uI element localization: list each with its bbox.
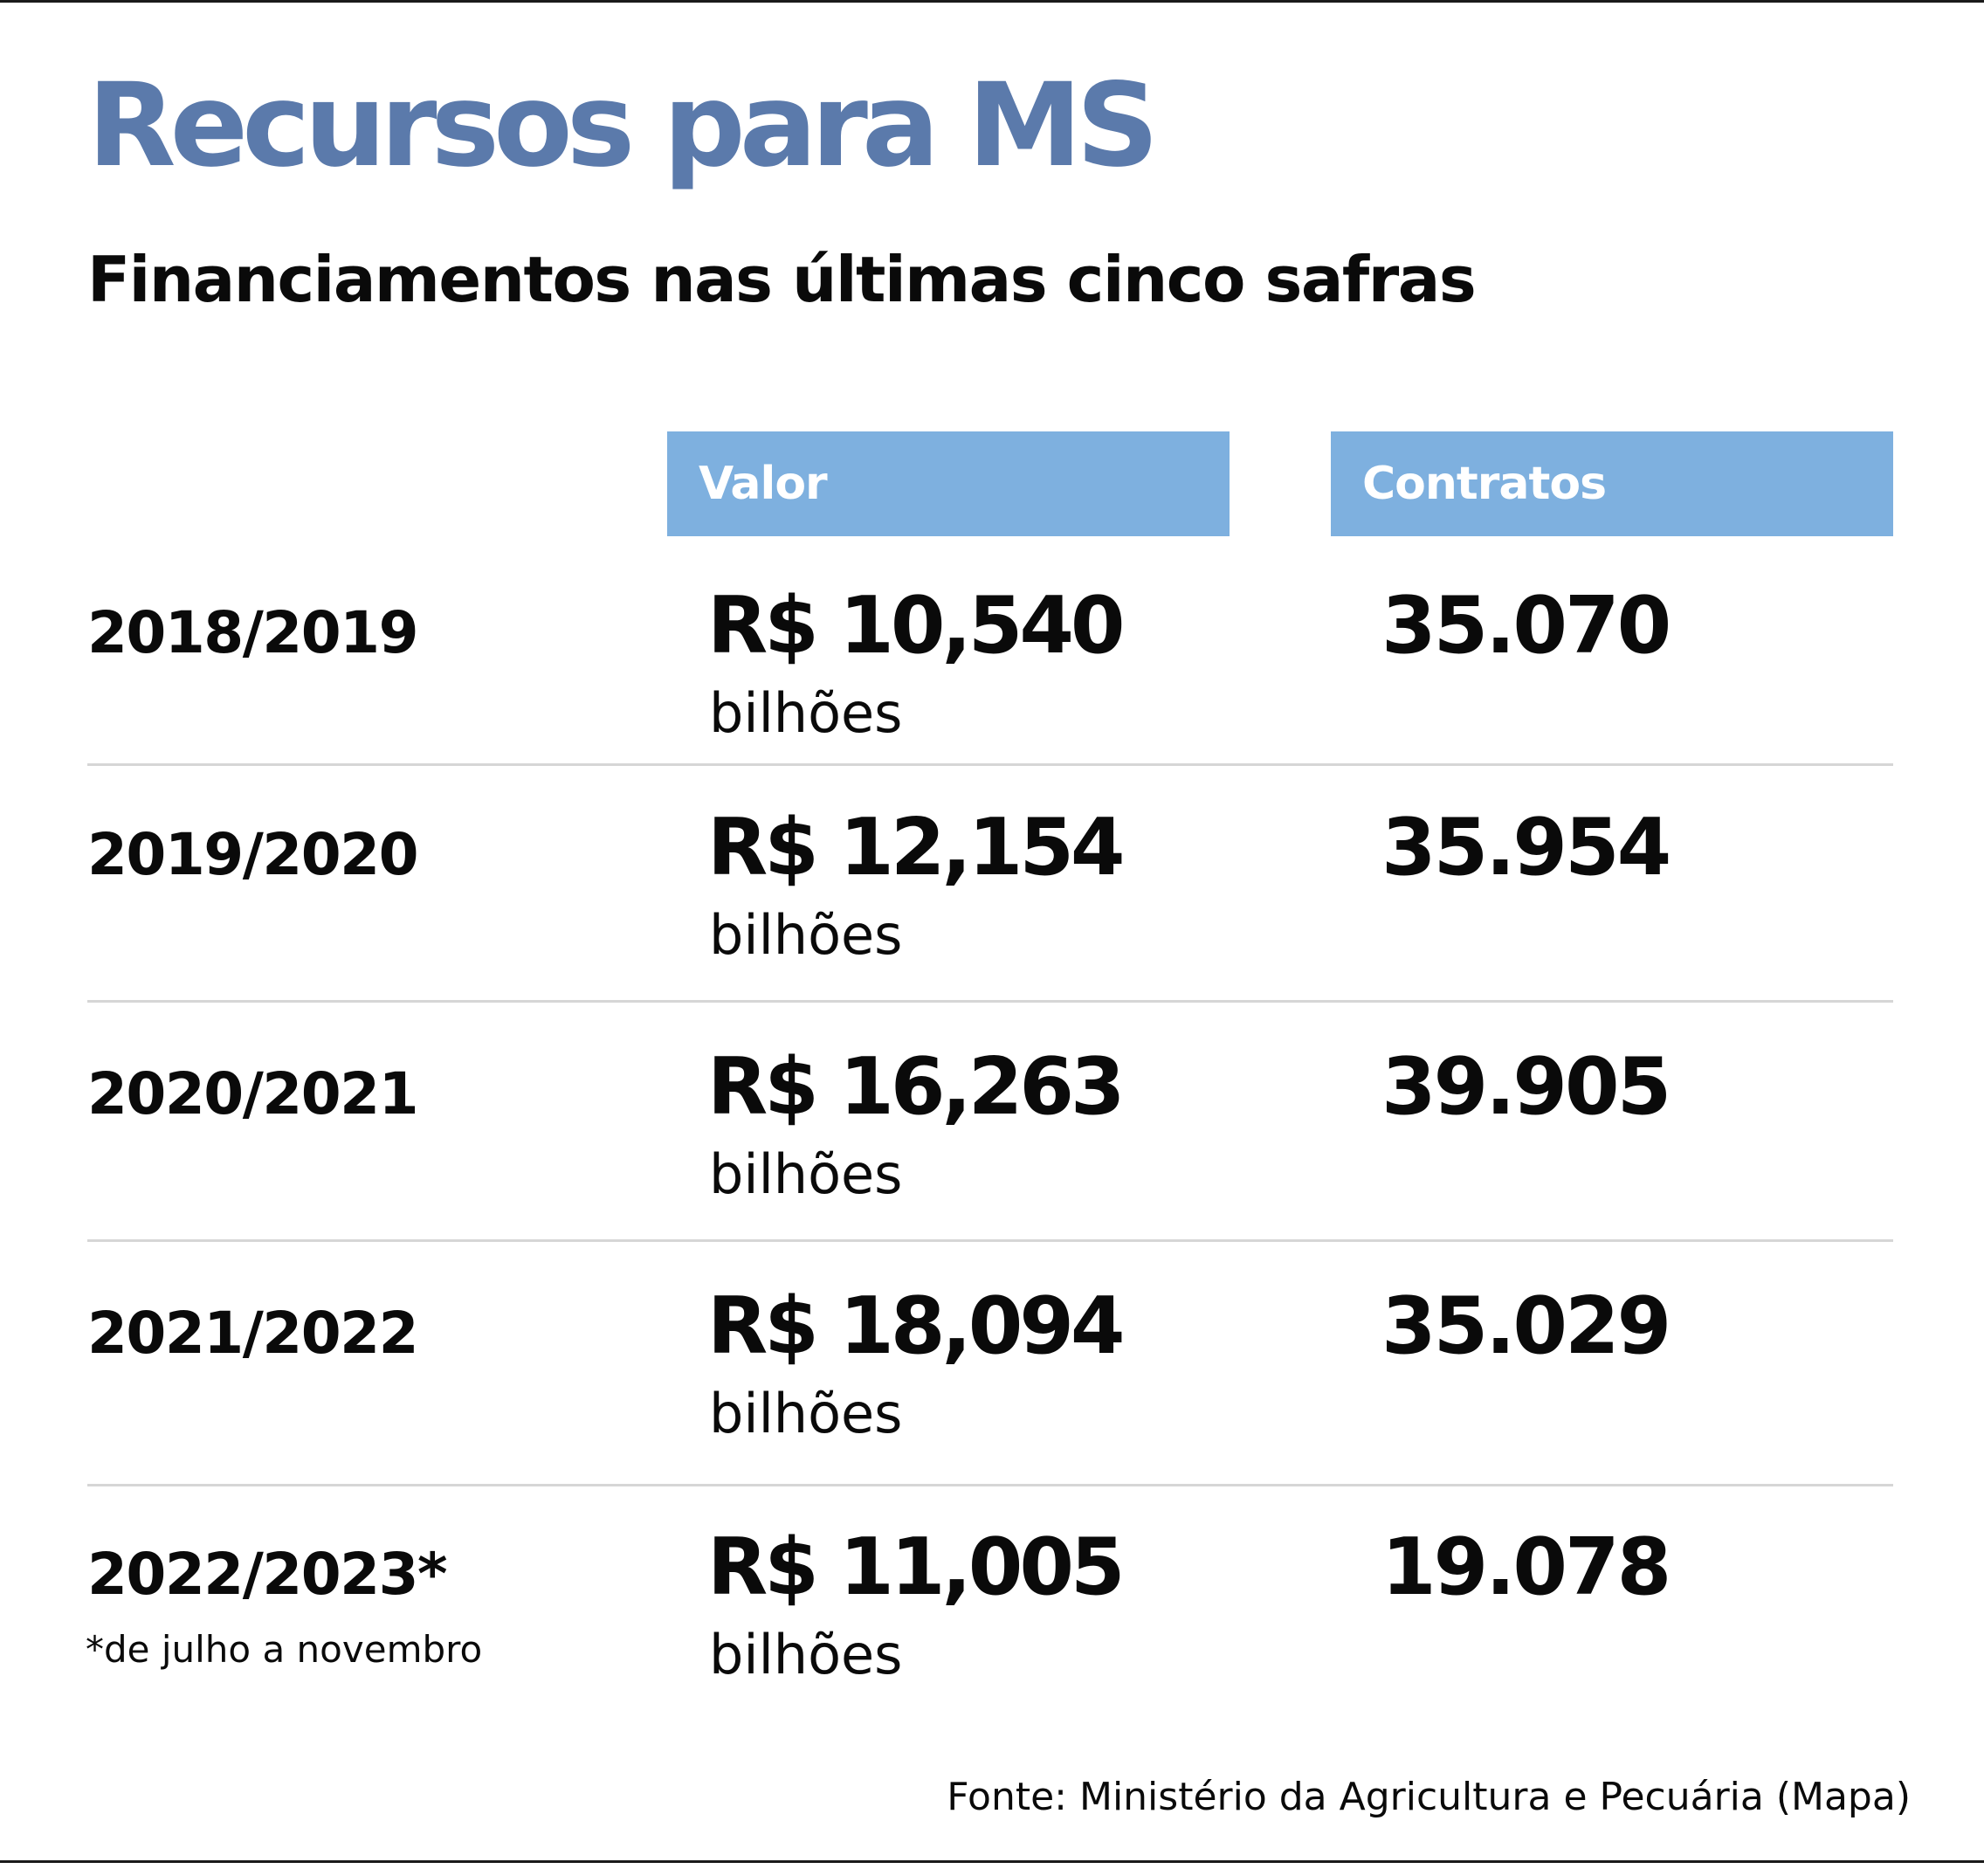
row-1-unidade: bilhões bbox=[709, 681, 903, 745]
row-2-contratos: 35.954 bbox=[1381, 802, 1671, 893]
row-3-valor: R$ 16,263 bbox=[707, 1041, 1126, 1133]
row-3-unidade: bilhões bbox=[709, 1142, 903, 1206]
row-4-valor: R$ 18,094 bbox=[707, 1280, 1126, 1372]
row-5-valor: R$ 11,005 bbox=[707, 1521, 1126, 1613]
row-4-safra: 2021/2022 bbox=[87, 1300, 419, 1367]
top-border-rule bbox=[0, 0, 1984, 3]
row-divider bbox=[87, 1000, 1893, 1003]
row-2-unidade: bilhões bbox=[709, 903, 903, 967]
row-divider bbox=[87, 1239, 1893, 1242]
row-2-valor: R$ 12,154 bbox=[707, 802, 1126, 893]
row-divider bbox=[87, 763, 1893, 766]
row-1-safra: 2018/2019 bbox=[87, 599, 419, 666]
row-4-unidade: bilhões bbox=[709, 1382, 903, 1445]
row-3-safra: 2020/2021 bbox=[87, 1060, 419, 1128]
row-5-safra: 2022/2023* bbox=[87, 1541, 448, 1608]
row-1-contratos: 35.070 bbox=[1381, 580, 1671, 672]
row-5-contratos: 19.078 bbox=[1381, 1521, 1671, 1613]
footnote: *de julho a novembro bbox=[86, 1628, 483, 1671]
row-2-safra: 2019/2020 bbox=[87, 821, 419, 888]
bottom-border-rule bbox=[0, 1860, 1984, 1863]
column-header-contratos: Contratos bbox=[1331, 431, 1893, 536]
column-header-valor: Valor bbox=[667, 431, 1230, 536]
row-3-contratos: 39.905 bbox=[1381, 1041, 1671, 1133]
row-4-contratos: 35.029 bbox=[1381, 1280, 1671, 1372]
chart-title: Recursos para MS bbox=[87, 59, 1159, 193]
row-1-valor: R$ 10,540 bbox=[707, 580, 1126, 672]
row-divider bbox=[87, 1484, 1893, 1486]
chart-subtitle: Financiamentos nas últimas cinco safras bbox=[87, 243, 1477, 316]
source-credit: Fonte: Ministério da Agricultura e Pecuá… bbox=[947, 1775, 1911, 1819]
row-5-unidade: bilhões bbox=[709, 1623, 903, 1686]
